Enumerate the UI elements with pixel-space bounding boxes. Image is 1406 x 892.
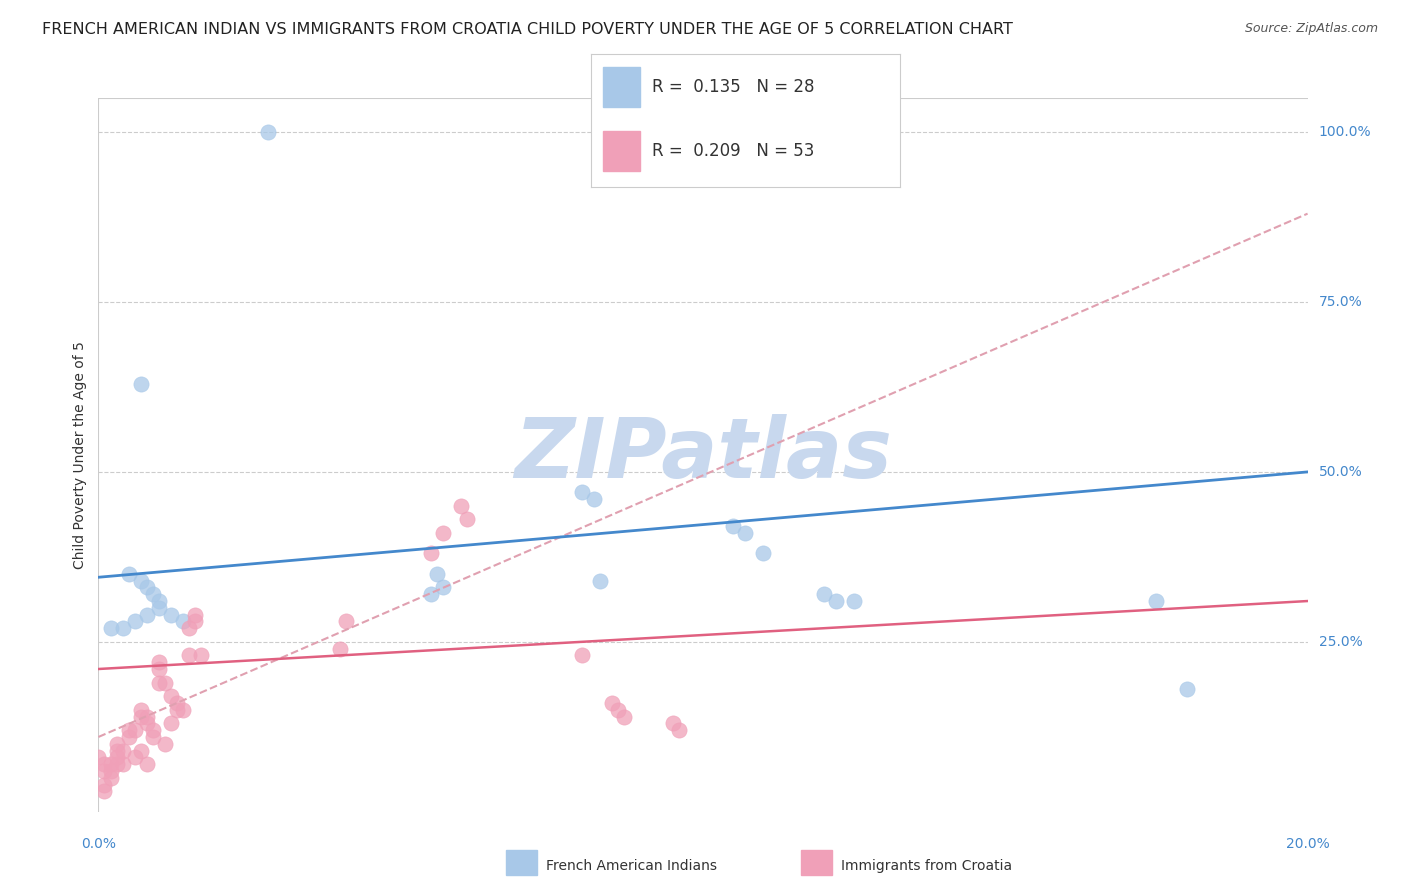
- Point: [450, 499, 472, 513]
- Point: [432, 526, 454, 541]
- Point: [160, 689, 183, 703]
- Point: [148, 655, 170, 669]
- Point: [160, 716, 183, 731]
- Point: [142, 587, 165, 601]
- Bar: [603, 131, 640, 171]
- Point: [256, 125, 278, 139]
- Point: [177, 648, 201, 663]
- Point: [118, 566, 141, 581]
- Point: [129, 709, 152, 723]
- Text: FRENCH AMERICAN INDIAN VS IMMIGRANTS FROM CROATIA CHILD POVERTY UNDER THE AGE OF: FRENCH AMERICAN INDIAN VS IMMIGRANTS FRO…: [42, 22, 1014, 37]
- Point: [111, 743, 134, 757]
- Point: [148, 675, 170, 690]
- Point: [419, 587, 441, 601]
- Point: [668, 723, 690, 738]
- Point: [93, 764, 115, 778]
- Point: [93, 784, 115, 798]
- Point: [135, 709, 157, 723]
- Point: [607, 703, 630, 717]
- Point: [419, 546, 441, 560]
- Point: [432, 581, 454, 595]
- Point: [813, 587, 835, 601]
- Text: 50.0%: 50.0%: [1319, 465, 1362, 479]
- Point: [105, 757, 128, 772]
- Bar: [603, 67, 640, 107]
- Point: [329, 641, 352, 656]
- Point: [148, 594, 170, 608]
- Point: [1144, 594, 1167, 608]
- Y-axis label: Child Poverty Under the Age of 5: Child Poverty Under the Age of 5: [73, 341, 87, 569]
- Point: [142, 730, 165, 744]
- Point: [100, 621, 122, 635]
- Point: [105, 743, 128, 757]
- Text: 100.0%: 100.0%: [1319, 125, 1371, 139]
- Text: 75.0%: 75.0%: [1319, 295, 1362, 309]
- Point: [87, 750, 110, 764]
- Point: [124, 615, 146, 629]
- Point: [100, 764, 122, 778]
- Text: 20.0%: 20.0%: [1285, 837, 1330, 851]
- Point: [589, 574, 612, 588]
- Point: [93, 778, 115, 792]
- Point: [166, 703, 188, 717]
- Point: [571, 648, 593, 663]
- Point: [129, 703, 152, 717]
- Text: 25.0%: 25.0%: [1319, 635, 1362, 648]
- Text: R =  0.209   N = 53: R = 0.209 N = 53: [652, 142, 814, 161]
- Point: [153, 737, 176, 751]
- Point: [111, 757, 134, 772]
- Text: ZIPatlas: ZIPatlas: [515, 415, 891, 495]
- Point: [661, 716, 683, 731]
- Point: [335, 615, 357, 629]
- Point: [111, 621, 134, 635]
- Text: French American Indians: French American Indians: [546, 859, 717, 873]
- Text: 0.0%: 0.0%: [82, 837, 115, 851]
- Point: [100, 757, 122, 772]
- Point: [118, 730, 141, 744]
- Point: [613, 709, 636, 723]
- Point: [160, 607, 183, 622]
- Point: [177, 621, 201, 635]
- Point: [153, 675, 176, 690]
- Point: [135, 757, 157, 772]
- Point: [135, 716, 157, 731]
- Point: [148, 662, 170, 676]
- Point: [571, 485, 593, 500]
- Point: [844, 594, 866, 608]
- Point: [135, 581, 157, 595]
- Point: [129, 574, 152, 588]
- Point: [118, 723, 141, 738]
- Point: [124, 723, 146, 738]
- Point: [602, 696, 624, 710]
- Point: [93, 757, 115, 772]
- Point: [734, 526, 756, 541]
- Point: [105, 737, 128, 751]
- Point: [172, 703, 194, 717]
- Point: [142, 723, 165, 738]
- Point: [166, 696, 188, 710]
- Point: [148, 600, 170, 615]
- Point: [721, 519, 744, 533]
- Point: [752, 546, 775, 560]
- Point: [184, 615, 207, 629]
- Point: [135, 607, 157, 622]
- Point: [100, 771, 122, 785]
- Point: [172, 615, 194, 629]
- Point: [129, 743, 152, 757]
- Point: [825, 594, 848, 608]
- Point: [129, 376, 152, 391]
- Point: [583, 492, 606, 507]
- Point: [456, 512, 478, 526]
- Text: R =  0.135   N = 28: R = 0.135 N = 28: [652, 78, 815, 96]
- Point: [426, 566, 449, 581]
- Point: [105, 750, 128, 764]
- Point: [190, 648, 212, 663]
- Point: [124, 750, 146, 764]
- Point: [184, 607, 207, 622]
- Text: Source: ZipAtlas.com: Source: ZipAtlas.com: [1244, 22, 1378, 36]
- Text: Immigrants from Croatia: Immigrants from Croatia: [841, 859, 1012, 873]
- Point: [1175, 682, 1198, 697]
